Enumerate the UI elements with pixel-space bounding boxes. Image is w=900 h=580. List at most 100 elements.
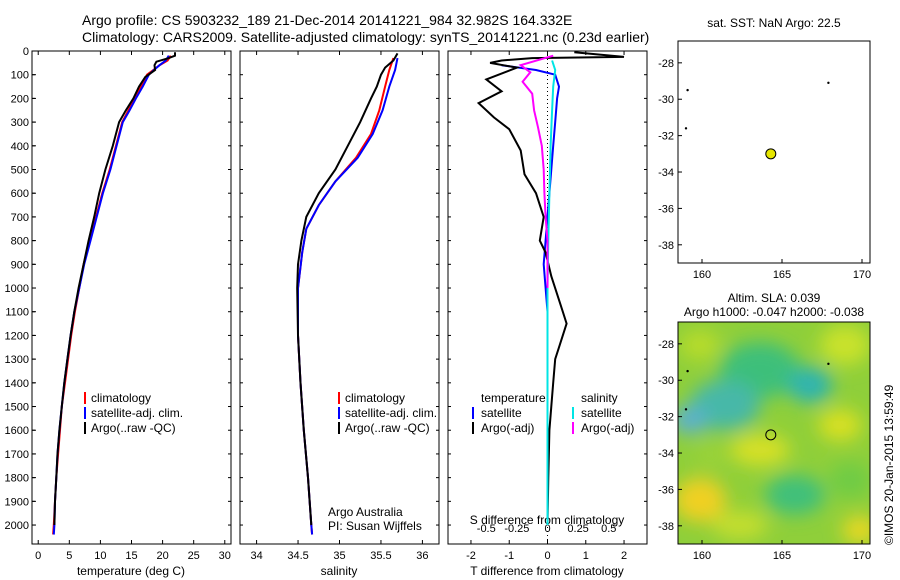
difference-xlabel: T difference from climatology bbox=[470, 564, 624, 578]
temperature-panel bbox=[31, 50, 232, 545]
note-line-2: PI: Susan Wijffels bbox=[328, 519, 422, 533]
legend-temp-satellite: satellite bbox=[481, 406, 522, 420]
y-tick-label: 1500 bbox=[5, 402, 29, 414]
island-mark bbox=[827, 81, 830, 85]
map-x-tick-label: 170 bbox=[853, 550, 871, 562]
map-x-tick-label: 165 bbox=[773, 269, 791, 281]
legend-satellite-adj: satellite-adj. clim. bbox=[345, 406, 437, 420]
top-x-tick-label: 0 bbox=[544, 523, 550, 535]
argo-location-marker bbox=[765, 148, 777, 160]
map-y-tick-label: -28 bbox=[658, 339, 674, 351]
series-line bbox=[53, 52, 176, 526]
y-tick-label: 100 bbox=[11, 70, 29, 82]
island-mark bbox=[684, 408, 688, 411]
y-tick-label: 300 bbox=[11, 117, 29, 129]
series-line bbox=[297, 57, 395, 535]
sla-heatmap bbox=[678, 322, 870, 544]
note-line-1: Argo Australia bbox=[328, 505, 403, 519]
temperature-xlabel: temperature (deg C) bbox=[77, 564, 185, 578]
x-tick-label: 2 bbox=[621, 550, 627, 562]
island-mark bbox=[827, 362, 830, 366]
y-tick-label: 400 bbox=[11, 141, 29, 153]
legend-sal-satellite: satellite bbox=[581, 406, 622, 420]
y-tick-label: 1900 bbox=[5, 496, 29, 508]
y-tick-label: 1300 bbox=[5, 354, 29, 366]
series-line bbox=[518, 54, 554, 288]
salinity-note: Argo Australia PI: Susan Wijffels bbox=[328, 505, 422, 533]
x-tick-label: 0 bbox=[35, 550, 41, 562]
x-tick-label: 30 bbox=[219, 550, 231, 562]
map-y-tick-label: -30 bbox=[658, 375, 674, 387]
series-line bbox=[296, 52, 399, 526]
legend-climatology: climatology bbox=[91, 391, 151, 405]
top-x-tick-label: 0.5 bbox=[601, 523, 616, 535]
series-line bbox=[52, 55, 172, 535]
sst-map-title: sat. SST: NaN Argo: 22.5 bbox=[707, 16, 841, 30]
map-y-tick-label: -34 bbox=[658, 167, 674, 179]
map-y-tick-label: -30 bbox=[658, 94, 674, 106]
y-tick-label: 1200 bbox=[5, 330, 29, 342]
x-tick-label: 34 bbox=[250, 550, 262, 562]
x-tick-label: 1 bbox=[583, 550, 589, 562]
x-tick-label: 35 bbox=[333, 550, 345, 562]
sla-map-title-1: Altim. SLA: 0.039 bbox=[728, 291, 821, 305]
island-mark bbox=[686, 88, 689, 92]
map-x-tick-label: 170 bbox=[853, 269, 871, 281]
map-y-tick-label: -34 bbox=[658, 448, 674, 460]
series-line bbox=[476, 51, 625, 526]
top-x-tick-label: 0.25 bbox=[567, 523, 588, 535]
series-line bbox=[297, 57, 399, 535]
map-y-tick-label: -38 bbox=[658, 521, 674, 533]
header-line-1: Argo profile: CS 5903232_189 21-Dec-2014… bbox=[82, 12, 573, 28]
legend-title-salinity: salinity bbox=[581, 391, 618, 405]
map-y-tick-label: -28 bbox=[658, 58, 674, 70]
y-tick-label: 1400 bbox=[5, 378, 29, 390]
sst-map-panel bbox=[677, 40, 871, 264]
top-x-tick-label: -0.5 bbox=[477, 523, 496, 535]
legend-title-temperature: temperature bbox=[481, 391, 546, 405]
series-line bbox=[52, 55, 170, 535]
y-tick-label: 2000 bbox=[5, 520, 29, 532]
y-tick-label: 1600 bbox=[5, 425, 29, 437]
imos-watermark: ©IMOS 20-Jan-2015 13:59:49 bbox=[882, 384, 896, 545]
y-tick-label: 800 bbox=[11, 236, 29, 248]
x-tick-label: -2 bbox=[466, 550, 476, 562]
y-tick-label: 500 bbox=[11, 165, 29, 177]
x-tick-label: 36 bbox=[416, 550, 428, 562]
x-tick-label: 34.5 bbox=[287, 550, 308, 562]
legend-climatology: climatology bbox=[345, 391, 405, 405]
x-tick-label: 35.5 bbox=[370, 550, 391, 562]
y-tick-label: 0 bbox=[23, 46, 29, 58]
salinity-xlabel: salinity bbox=[321, 564, 358, 578]
x-tick-label: -1 bbox=[504, 550, 514, 562]
x-tick-label: 20 bbox=[156, 550, 168, 562]
salinity-legend: climatology satellite-adj. clim. Argo(..… bbox=[338, 391, 437, 435]
salinity-panel bbox=[239, 50, 440, 545]
x-tick-label: 5 bbox=[66, 550, 72, 562]
x-tick-label: 10 bbox=[94, 550, 106, 562]
y-tick-label: 1000 bbox=[5, 283, 29, 295]
y-tick-label: 1800 bbox=[5, 473, 29, 485]
legend-argo: Argo(..raw -QC) bbox=[91, 421, 176, 435]
argo-location-marker bbox=[765, 429, 777, 441]
y-tick-label: 200 bbox=[11, 93, 29, 105]
island-mark bbox=[686, 369, 689, 373]
island-mark bbox=[684, 127, 688, 130]
y-tick-label: 1100 bbox=[5, 307, 29, 319]
map-y-tick-label: -38 bbox=[658, 240, 674, 252]
map-x-tick-label: 160 bbox=[693, 550, 711, 562]
y-tick-label: 700 bbox=[11, 212, 29, 224]
y-tick-label: 1700 bbox=[5, 449, 29, 461]
legend-satellite-adj: satellite-adj. clim. bbox=[91, 406, 183, 420]
map-x-tick-label: 165 bbox=[773, 550, 791, 562]
legend-sal-argo: Argo(-adj) bbox=[581, 421, 634, 435]
y-tick-label: 900 bbox=[11, 259, 29, 271]
map-y-tick-label: -32 bbox=[658, 412, 674, 424]
x-tick-label: 25 bbox=[188, 550, 200, 562]
figure-header: Argo profile: CS 5903232_189 21-Dec-2014… bbox=[82, 12, 649, 46]
map-y-tick-label: -36 bbox=[658, 484, 674, 496]
chart-marks: 0 5 10 15 20 25 300100200300400500600700800900… bbox=[5, 46, 872, 562]
header-line-2: Climatology: CARS2009. Satellite-adjuste… bbox=[82, 29, 650, 45]
legend-temp-argo: Argo(-adj) bbox=[481, 421, 534, 435]
